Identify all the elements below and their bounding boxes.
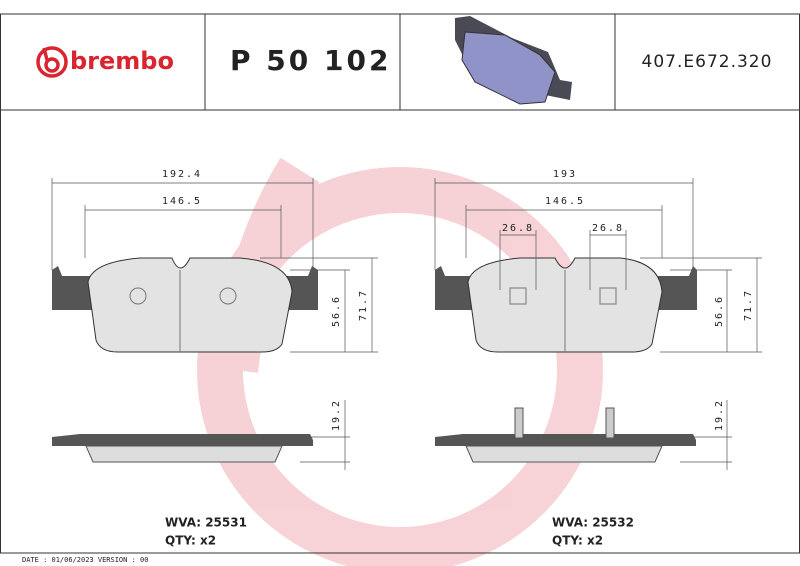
left-pad-side: [52, 434, 313, 463]
product-image: [455, 16, 572, 105]
dimension-lines: [51, 178, 762, 470]
part-number: P 50 102: [230, 44, 391, 77]
logo-icon: [36, 46, 68, 78]
dimension: 19.2: [714, 399, 725, 431]
wva: WVA: 25532: [552, 516, 634, 530]
dimension: 56.6: [331, 295, 342, 327]
dimension: 146.5: [162, 196, 202, 207]
dimension: 26.8: [592, 223, 624, 234]
dimension: 71.7: [743, 289, 754, 321]
reference: 407.E672.320: [642, 52, 773, 72]
brand: brembo: [70, 47, 174, 75]
dimension: 56.6: [714, 295, 725, 327]
wva: WVA: 25531: [165, 516, 247, 530]
dimension: 146.5: [545, 196, 585, 207]
right-pad-front: [435, 257, 697, 353]
dimension: 193: [553, 169, 577, 180]
dimension: 19.2: [331, 399, 342, 431]
qty: QTY: x2: [552, 534, 603, 548]
left-pad-front: [52, 257, 318, 353]
dimension: 71.7: [358, 289, 369, 321]
dimension: 192.4: [162, 169, 202, 180]
qty: QTY: x2: [165, 534, 216, 548]
right-pad-side: [435, 407, 696, 463]
dimension: 26.8: [502, 223, 534, 234]
footer: DATE : 01/06/2023 VERSION : 00: [22, 556, 148, 564]
